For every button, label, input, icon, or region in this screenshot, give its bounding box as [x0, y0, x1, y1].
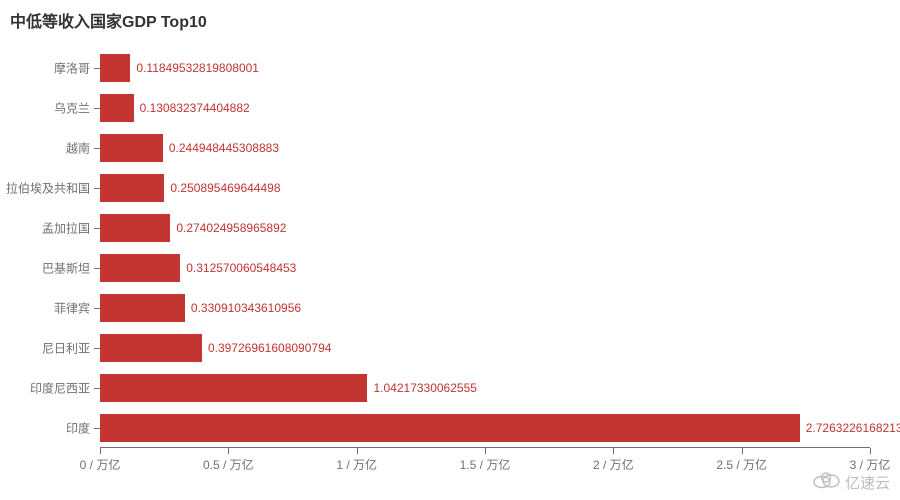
- bar-value-label: 0.274024958965892: [176, 221, 286, 235]
- x-axis-tick: [357, 448, 358, 454]
- cloud-icon: [811, 471, 841, 494]
- x-axis-label: 1 / 万亿: [336, 456, 377, 473]
- x-axis-tick: [613, 448, 614, 454]
- bar-value-label: 1.04217330062555: [373, 381, 476, 395]
- bar-row: 0.330910343610956: [100, 294, 870, 321]
- y-axis-label: 拉伯埃及共和国: [6, 180, 90, 197]
- x-axis-tick: [228, 448, 229, 454]
- bar-row: 2.72632261682131: [100, 414, 870, 441]
- y-axis-label: 菲律宾: [54, 300, 90, 317]
- watermark-text: 亿速云: [845, 472, 890, 493]
- chart-title: 中低等收入国家GDP Top10: [10, 8, 207, 32]
- bar-value-label: 0.312570060548453: [186, 261, 296, 275]
- x-axis-label: 0.5 / 万亿: [203, 456, 254, 473]
- bar[interactable]: [100, 174, 164, 201]
- bar-value-label: 0.11849532819808001: [136, 61, 259, 75]
- y-axis-label: 印度: [66, 420, 90, 437]
- x-axis-label: 0 / 万亿: [80, 456, 121, 473]
- bar[interactable]: [100, 214, 170, 241]
- y-axis-label: 越南: [66, 140, 90, 157]
- watermark: 亿速云: [811, 471, 890, 494]
- bar[interactable]: [100, 254, 180, 281]
- y-axis-label: 摩洛哥: [54, 60, 90, 77]
- bar[interactable]: [100, 334, 202, 361]
- x-axis-label: 1.5 / 万亿: [460, 456, 511, 473]
- bar[interactable]: [100, 374, 367, 401]
- bar-value-label: 2.72632261682131: [806, 421, 900, 435]
- bar[interactable]: [100, 414, 800, 441]
- y-axis-label: 尼日利亚: [42, 340, 90, 357]
- y-axis-label: 印度尼西亚: [30, 380, 90, 397]
- y-axis-label: 孟加拉国: [42, 220, 90, 237]
- bar-value-label: 0.330910343610956: [191, 301, 301, 315]
- bar-row: 0.39726961608090794: [100, 334, 870, 361]
- bar[interactable]: [100, 54, 130, 81]
- bar-row: 0.312570060548453: [100, 254, 870, 281]
- bar-row: 0.130832374404882: [100, 94, 870, 121]
- bar-value-label: 0.250895469644498: [170, 181, 280, 195]
- bar-value-label: 0.244948445308883: [169, 141, 279, 155]
- x-axis-tick: [870, 448, 871, 454]
- y-axis-label: 乌克兰: [54, 100, 90, 117]
- bar-value-label: 0.130832374404882: [140, 101, 250, 115]
- y-axis-label: 巴基斯坦: [42, 260, 90, 277]
- bar-row: 0.274024958965892: [100, 214, 870, 241]
- x-axis-tick: [742, 448, 743, 454]
- bar-value-label: 0.39726961608090794: [208, 341, 331, 355]
- x-axis-label: 2 / 万亿: [593, 456, 634, 473]
- bar-row: 1.04217330062555: [100, 374, 870, 401]
- bar-row: 0.244948445308883: [100, 134, 870, 161]
- x-axis-tick: [100, 448, 101, 454]
- bar-row: 0.250895469644498: [100, 174, 870, 201]
- bar-row: 0.11849532819808001: [100, 54, 870, 81]
- plot-area: 0 / 万亿0.5 / 万亿1 / 万亿1.5 / 万亿2 / 万亿2.5 / …: [100, 48, 870, 448]
- x-axis-tick: [485, 448, 486, 454]
- gdp-bar-chart: 中低等收入国家GDP Top10 0 / 万亿0.5 / 万亿1 / 万亿1.5…: [0, 0, 900, 500]
- bar[interactable]: [100, 294, 185, 321]
- bar[interactable]: [100, 134, 163, 161]
- bar[interactable]: [100, 94, 134, 121]
- x-axis-label: 2.5 / 万亿: [716, 456, 767, 473]
